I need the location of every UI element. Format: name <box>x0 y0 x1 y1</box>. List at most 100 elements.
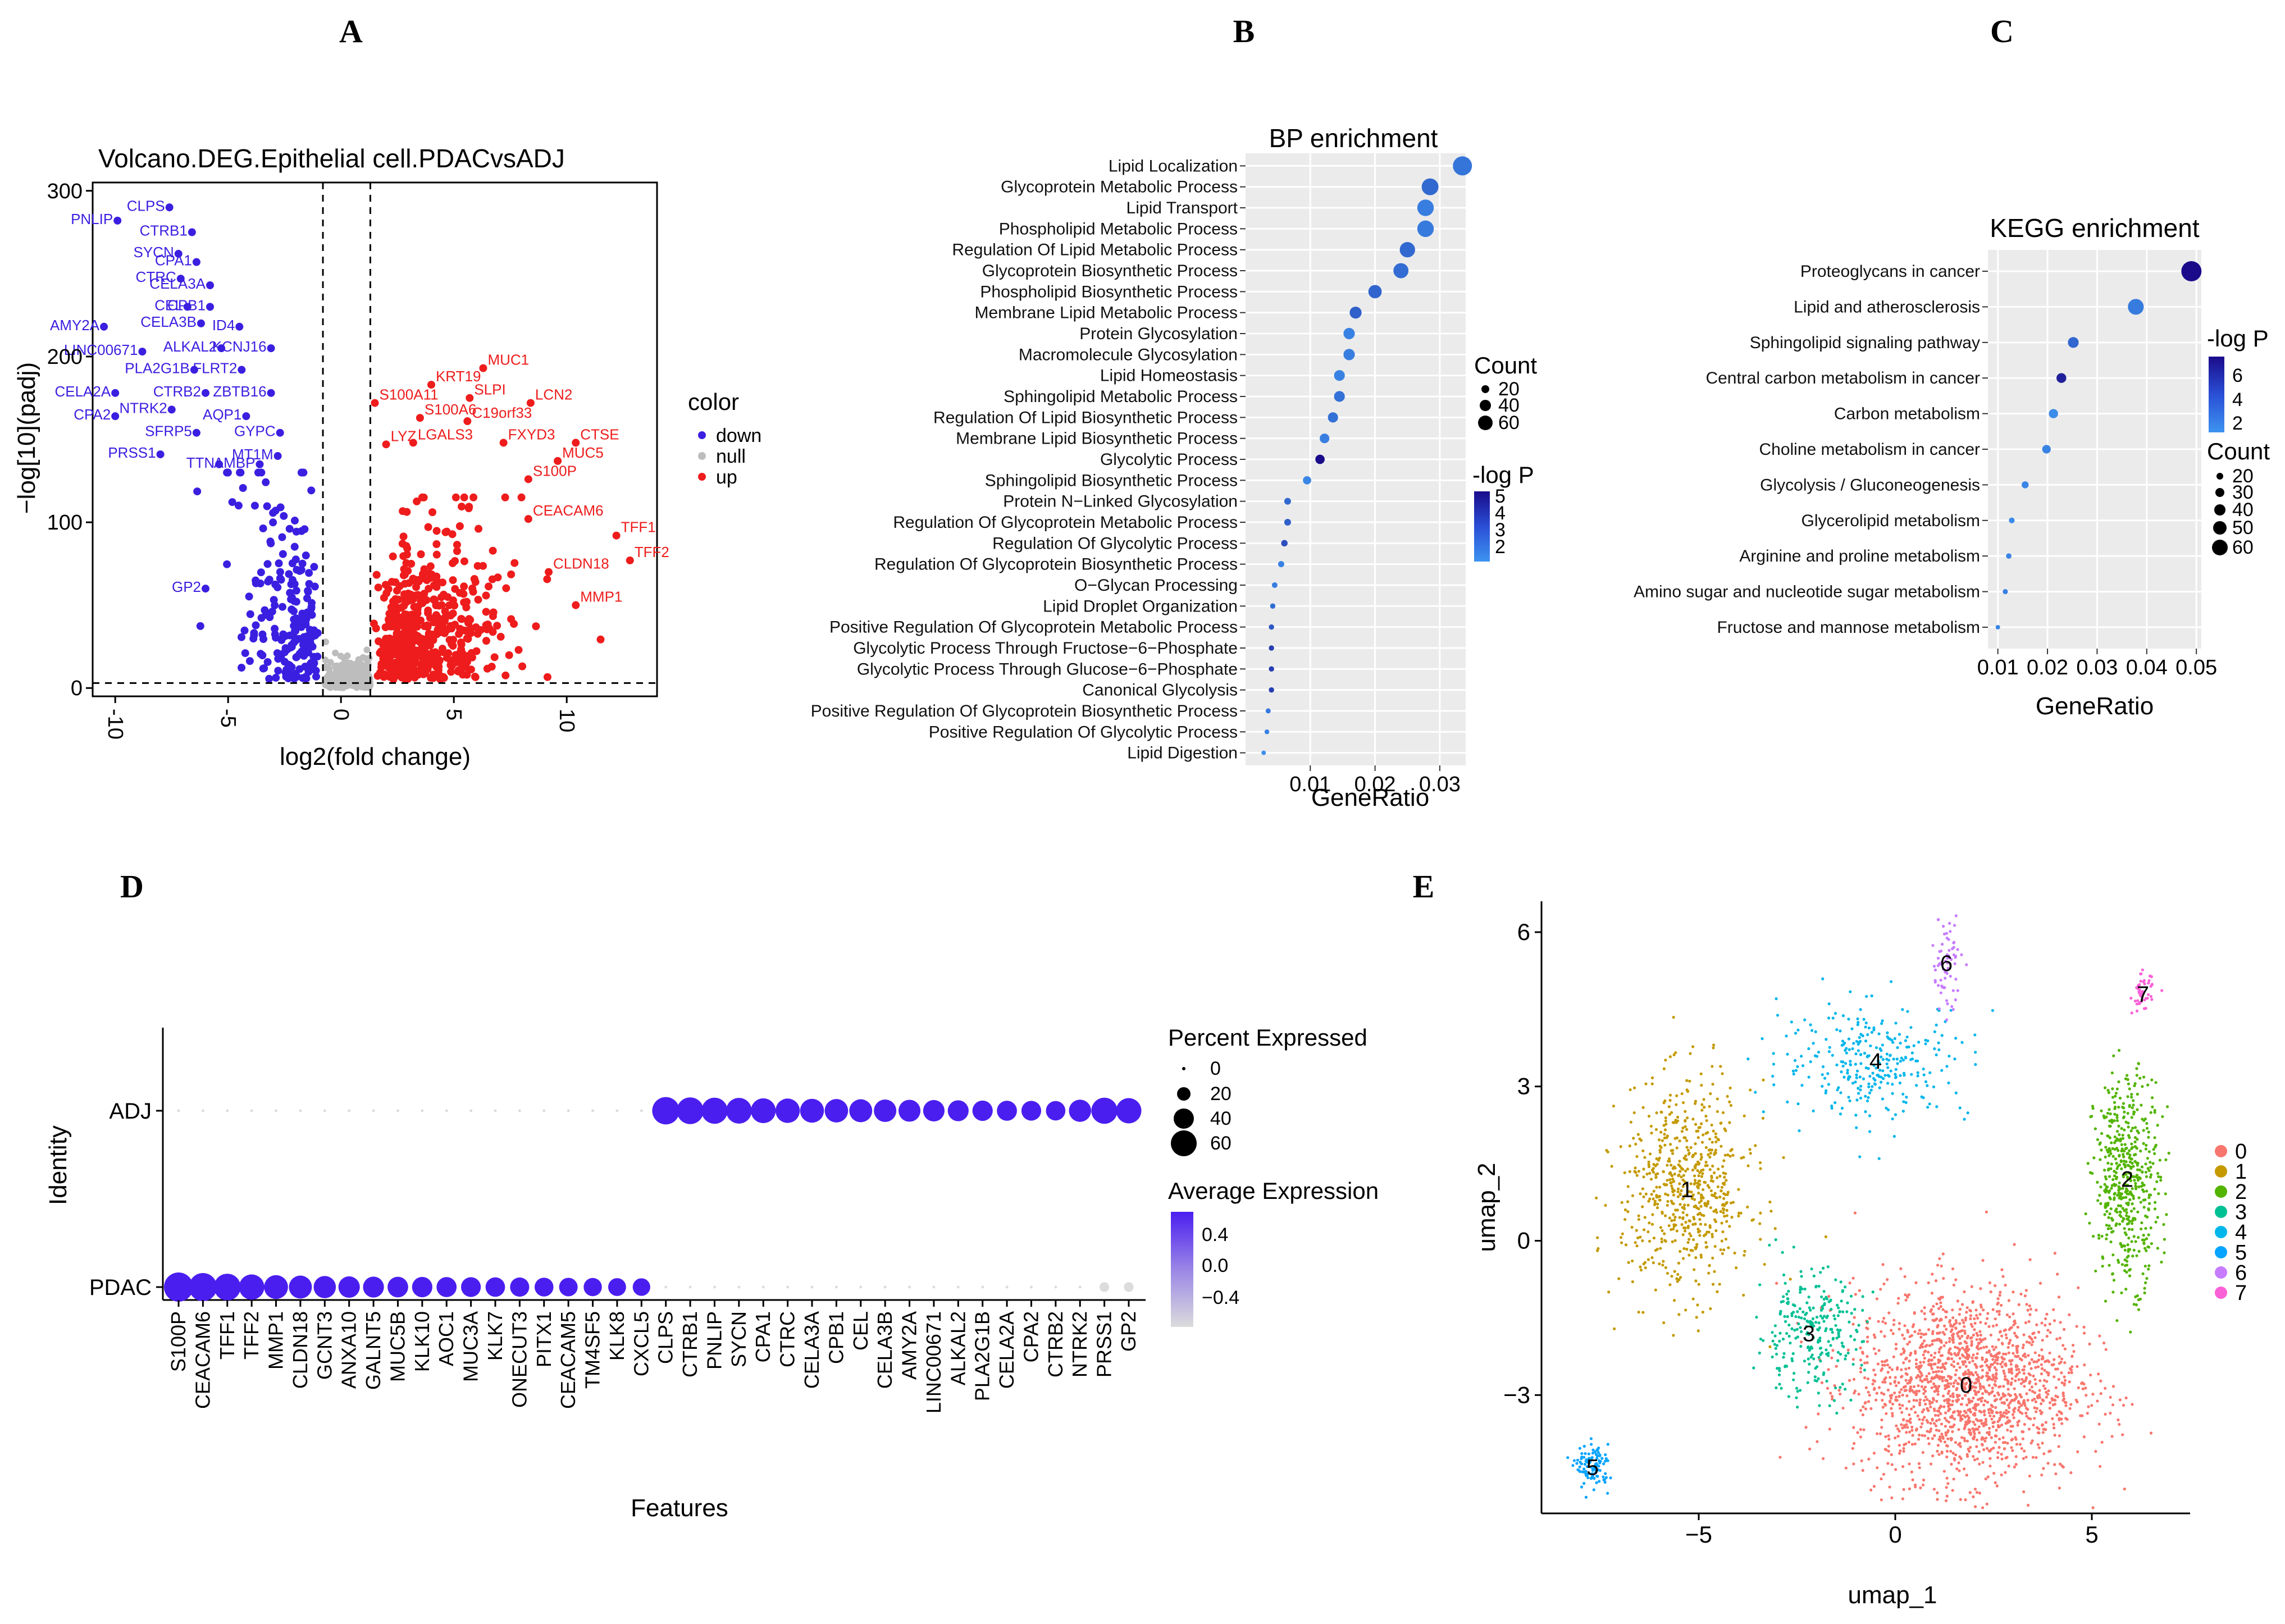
cell-point <box>1889 1401 1891 1403</box>
cell-point <box>1966 1440 1969 1443</box>
cell-point <box>2060 1422 2063 1425</box>
cell-point <box>1842 1043 1845 1046</box>
cell-point <box>1904 1039 1907 1042</box>
volcano-title: Volcano.DEG.Epithelial cell.PDACvsADJ <box>98 144 565 173</box>
cell-point <box>1859 1435 1862 1438</box>
cell-point <box>1976 1317 1979 1320</box>
cell-point <box>2143 1292 2146 1294</box>
cell-point <box>1976 1334 1979 1337</box>
cell-point <box>1967 1398 1970 1401</box>
cell-point <box>2070 1355 2073 1358</box>
cell-point <box>1604 1453 1607 1456</box>
cell-point <box>1933 1352 1936 1354</box>
enrichment-dot <box>1272 582 1278 588</box>
cell-point <box>2106 1162 2109 1165</box>
cell-point <box>2016 1421 2019 1424</box>
cell-point <box>1663 1144 1666 1147</box>
cell-point <box>1931 1386 1933 1389</box>
up-point <box>382 623 390 631</box>
cell-point <box>1981 1368 1984 1371</box>
cell-point <box>2012 1324 2015 1326</box>
cell-point <box>2113 1193 2115 1196</box>
feature-label: TFF2 <box>240 1311 263 1360</box>
cell-point <box>2046 1393 2049 1395</box>
cell-point <box>1662 1321 1665 1324</box>
cell-point <box>1921 1342 1924 1345</box>
cell-point <box>1859 1367 1862 1370</box>
cell-point <box>1712 1283 1714 1286</box>
cell-point <box>1942 1405 1945 1408</box>
cell-point <box>1975 1366 1978 1369</box>
cell-point <box>1955 1369 1958 1372</box>
cell-point <box>1892 1332 1895 1335</box>
up-point <box>435 602 443 610</box>
cell-point <box>1935 1400 1938 1403</box>
cell-point <box>1868 1027 1871 1029</box>
cell-point <box>1723 1183 1726 1186</box>
cell-point <box>1973 1458 1976 1461</box>
cell-point <box>1985 1436 1987 1439</box>
cell-point <box>2027 1372 2030 1375</box>
cell-point <box>1890 1394 1893 1397</box>
cell-point <box>1668 1105 1671 1108</box>
cell-point <box>1801 1311 1804 1313</box>
cell-point <box>1711 1235 1714 1238</box>
cell-point <box>2013 1331 2016 1334</box>
down-gene-label: CELA3B <box>140 313 197 330</box>
cell-point <box>1810 1029 1813 1032</box>
cell-point <box>1623 1218 1626 1221</box>
cell-point <box>1691 1169 1694 1171</box>
cell-point <box>2107 1169 2110 1171</box>
cell-point <box>1914 1393 1917 1396</box>
up-point <box>455 667 463 674</box>
cell-point <box>1939 1437 1941 1440</box>
down-gene-point <box>256 460 263 468</box>
cell-point <box>1926 1407 1928 1410</box>
cell-point <box>2156 1216 2159 1219</box>
cell-point <box>1933 1434 1936 1437</box>
cell-point <box>2001 1275 2004 1278</box>
down-gene-label: CELA2A <box>54 383 111 400</box>
cell-point <box>1779 1310 1782 1313</box>
cell-point <box>2001 1361 2004 1363</box>
cell-point <box>2111 1253 2114 1256</box>
cell-point <box>1994 1441 1997 1444</box>
cell-point <box>1817 1339 1820 1342</box>
cell-point <box>2117 1165 2119 1168</box>
cell-point <box>1793 1372 1795 1375</box>
cell-point <box>2134 1182 2137 1185</box>
cell-point <box>1873 1452 1876 1454</box>
cell-point <box>1978 1431 1981 1434</box>
cell-point <box>1793 1073 1795 1075</box>
cell-point <box>1834 1324 1837 1327</box>
cell-point <box>1851 1047 1854 1050</box>
cell-point <box>1976 1346 1978 1349</box>
down-point <box>257 568 265 576</box>
cell-point <box>2061 1392 2064 1395</box>
cell-point <box>2145 1175 2148 1178</box>
cell-point <box>1663 1137 1666 1139</box>
cell-point <box>2147 1136 2150 1139</box>
cell-point <box>2127 1215 2130 1218</box>
cell-point <box>1863 1052 1866 1055</box>
cell-point <box>1625 1243 1627 1246</box>
y-tick-label: 200 <box>47 345 83 369</box>
cell-point <box>1980 1419 1983 1422</box>
enrichment-dot <box>1400 242 1415 257</box>
enrichment-dot <box>1269 687 1274 693</box>
cell-point <box>2164 1158 2167 1161</box>
cell-point <box>1704 1115 1707 1117</box>
cell-point <box>2144 1162 2147 1165</box>
cell-point <box>1940 1305 1942 1308</box>
feature-label: PLA2G1B <box>971 1311 994 1401</box>
cell-point <box>2125 1233 2128 1236</box>
cell-point <box>1954 1345 1956 1348</box>
cell-point <box>2092 1156 2095 1159</box>
cell-point <box>2042 1431 2045 1434</box>
cell-point <box>2115 1319 2118 1322</box>
cell-point <box>2148 1150 2151 1153</box>
cell-point <box>1658 1262 1661 1265</box>
cell-point <box>1930 1377 1933 1380</box>
cell-point <box>1630 1226 1633 1229</box>
cell-point <box>1834 1317 1836 1320</box>
